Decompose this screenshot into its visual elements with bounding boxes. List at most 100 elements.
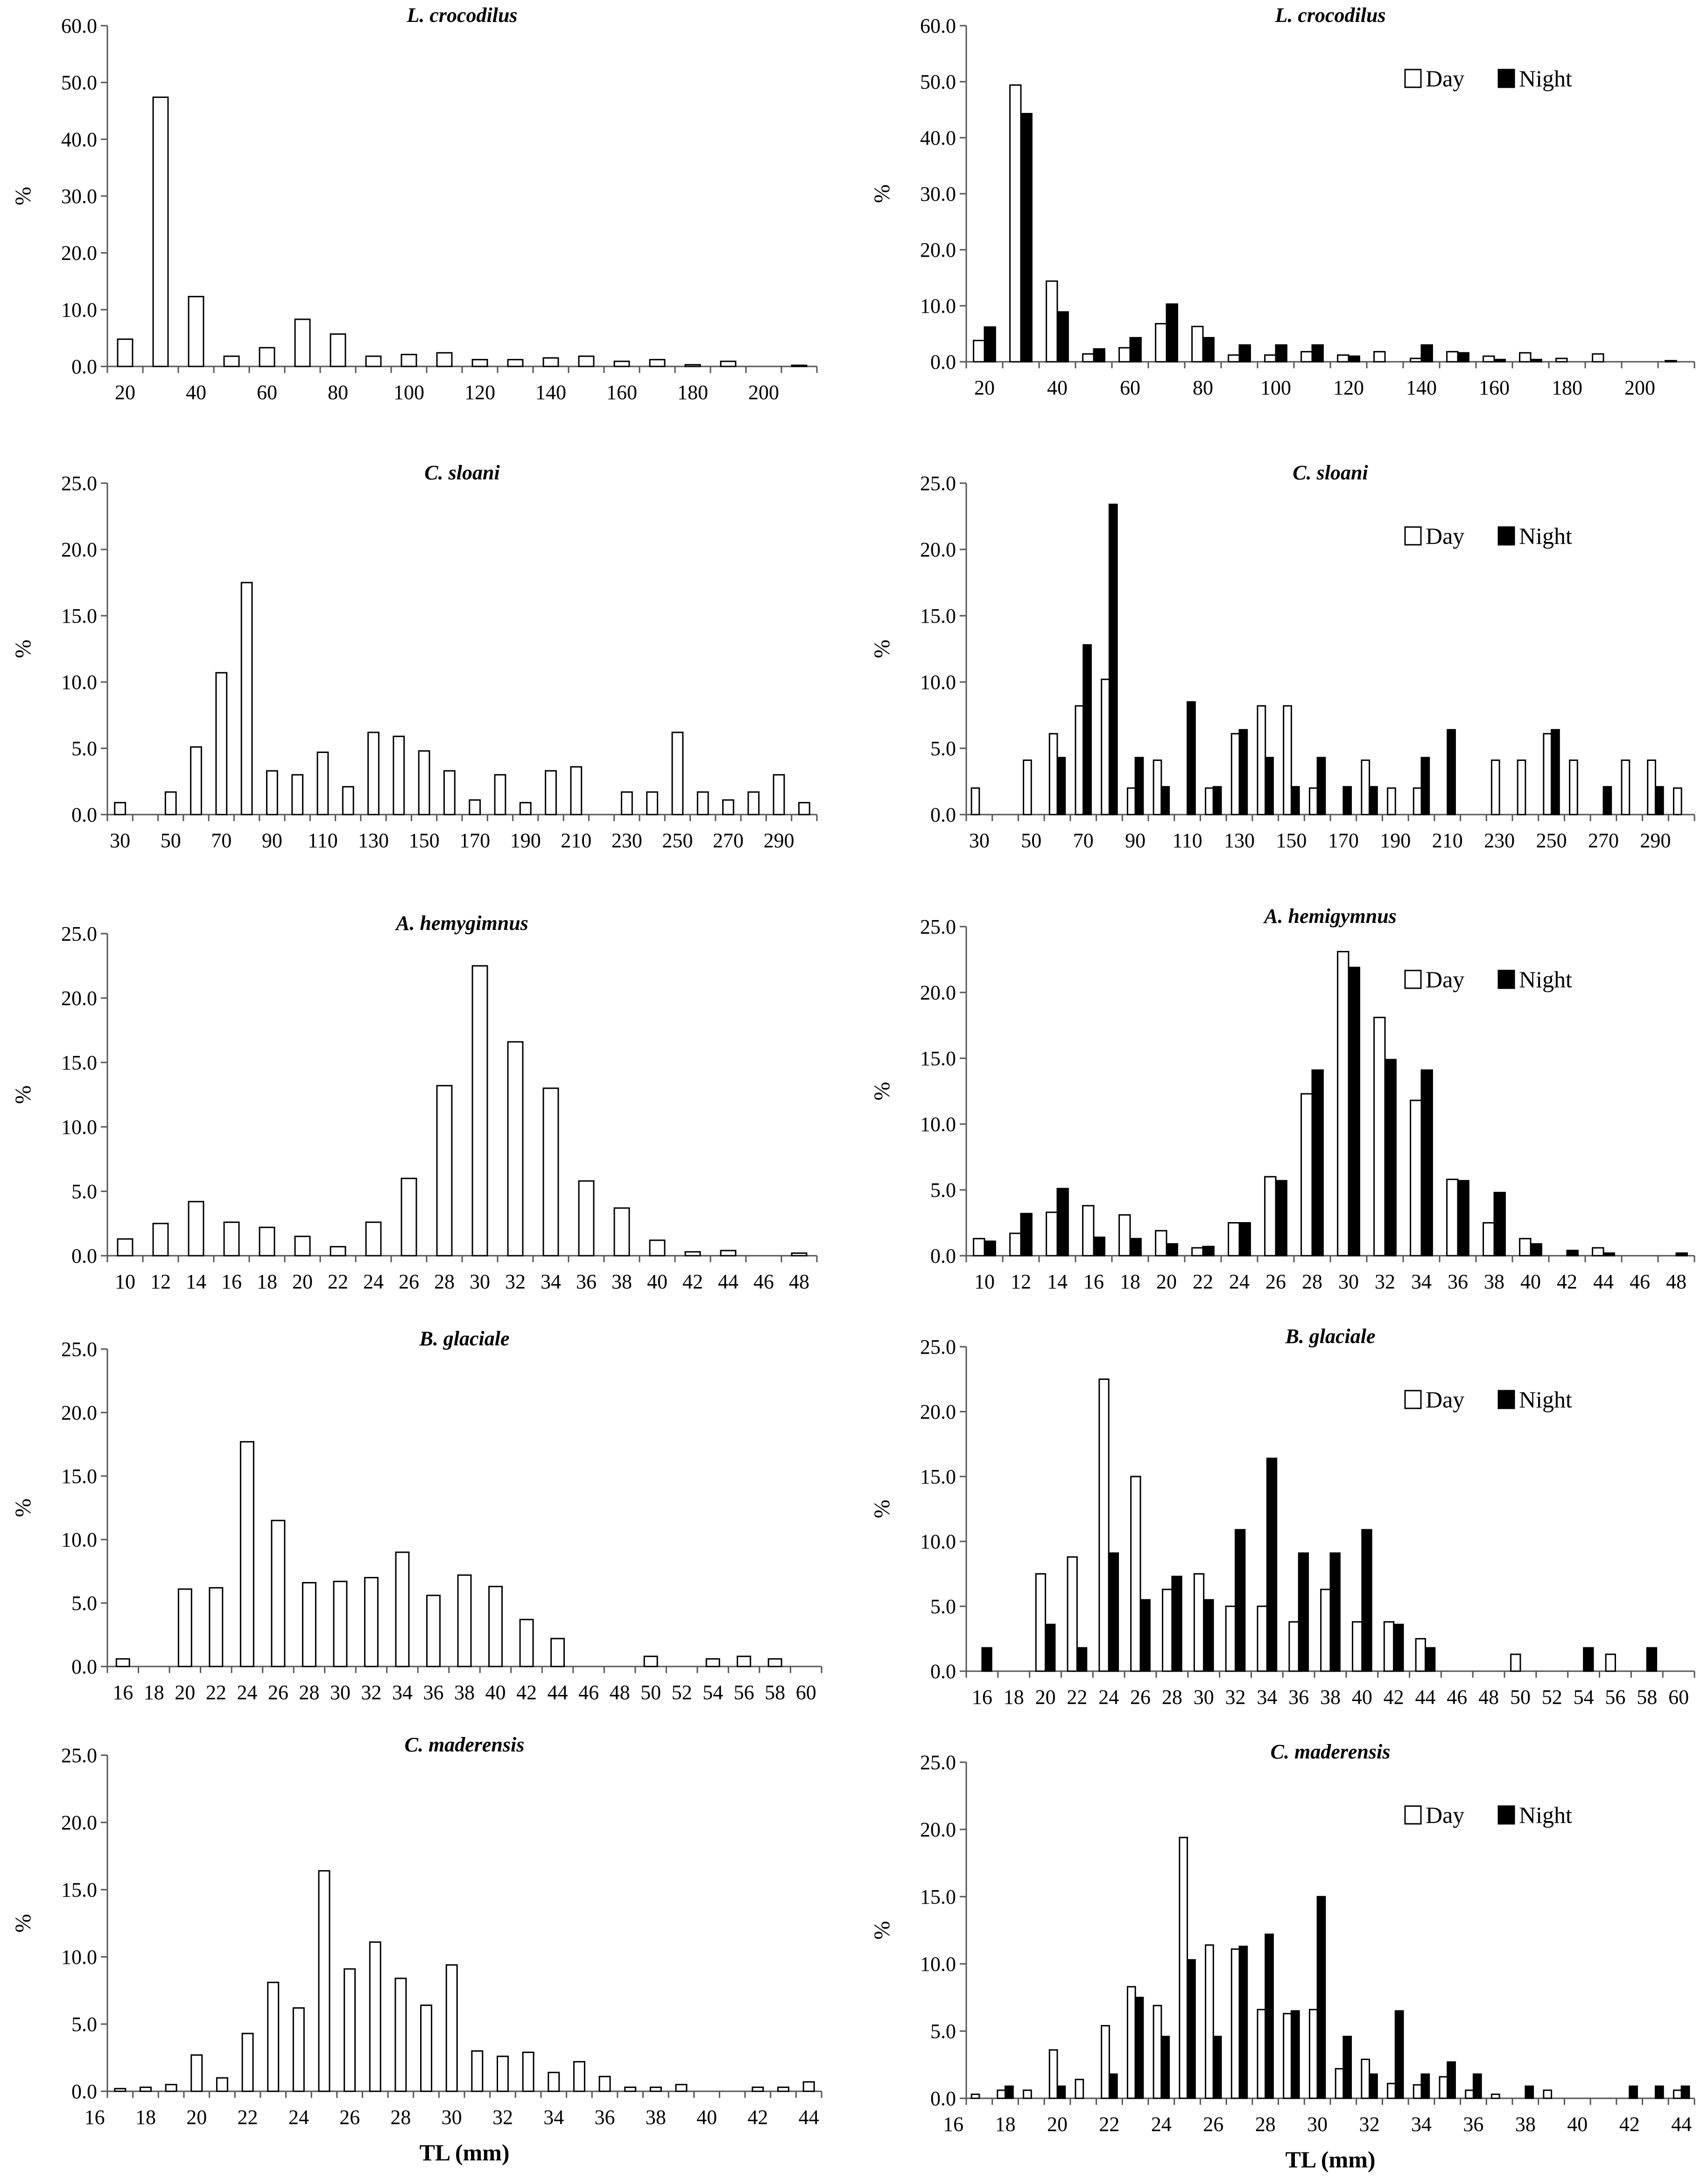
bar-day bbox=[1193, 1573, 1205, 1672]
y-tick-label: 15.0 bbox=[61, 1465, 97, 1488]
bar-day bbox=[1490, 759, 1500, 816]
x-tick-label: 42 bbox=[682, 1270, 703, 1293]
bar-night bbox=[1298, 1552, 1309, 1672]
bar-all bbox=[643, 1655, 658, 1667]
x-tick-label: 18 bbox=[257, 1270, 277, 1293]
x-tick-label: 80 bbox=[328, 381, 348, 404]
x-tick-label: 56 bbox=[734, 1681, 754, 1704]
bar-day bbox=[1075, 705, 1084, 816]
bar-all bbox=[720, 1250, 737, 1257]
bar-day bbox=[1543, 733, 1553, 816]
x-tick-label: 200 bbox=[748, 381, 779, 404]
chart-title: C. maderensis bbox=[1271, 1740, 1391, 1763]
bar-all bbox=[548, 2072, 560, 2092]
bar-day bbox=[1373, 1017, 1386, 1257]
bar-day bbox=[973, 1238, 985, 1257]
bar-all bbox=[318, 1870, 330, 2092]
bar-all bbox=[519, 1618, 534, 1667]
x-tick-label: 44 bbox=[548, 1681, 568, 1704]
bar-day bbox=[1179, 1836, 1188, 2099]
bar-day bbox=[1673, 787, 1682, 816]
x-tick-label: 38 bbox=[454, 1681, 475, 1704]
bar-night bbox=[1171, 1575, 1182, 1672]
x-tick-label: 48 bbox=[1666, 1270, 1687, 1293]
y-axis-label: % bbox=[11, 187, 35, 205]
x-tick-label: 16 bbox=[221, 1270, 242, 1293]
x-tick-label: 52 bbox=[1542, 1686, 1562, 1709]
y-tick-label: 50.0 bbox=[61, 71, 97, 94]
bar-night bbox=[1082, 644, 1092, 816]
bar-night bbox=[1629, 2085, 1638, 2099]
bar-all bbox=[578, 1180, 595, 1257]
x-tick-label: 24 bbox=[288, 2106, 309, 2129]
bar-all bbox=[267, 1982, 280, 2092]
x-tick-label: 18 bbox=[995, 2113, 1016, 2136]
chart-title: C. sloani bbox=[1293, 461, 1368, 484]
y-tick-label: 25.0 bbox=[920, 472, 956, 495]
bar-night bbox=[1187, 1959, 1196, 2099]
x-tick-label: 20 bbox=[974, 376, 995, 399]
bar-night bbox=[1108, 503, 1118, 816]
bar-day bbox=[973, 339, 985, 363]
x-tick-label: 32 bbox=[492, 2106, 513, 2129]
x-tick-label: 20 bbox=[175, 1681, 195, 1704]
x-tick-label: 200 bbox=[1624, 376, 1655, 399]
chart-panel-left-2: C. sloani 0.0 5.0 10.0 15.0 20.0 25.0% 30 50 70 90… bbox=[11, 461, 818, 852]
chart-panel-right-5: C. maderensis 0.0 5.0 10.0 15.0 20.0 25.0% 16 18… bbox=[870, 1740, 1695, 2173]
bar-night bbox=[1235, 1529, 1246, 1672]
bar-day bbox=[1205, 1944, 1214, 2099]
bar-all bbox=[624, 2086, 637, 2092]
bar-all bbox=[190, 2054, 203, 2092]
x-tick-label: 26 bbox=[268, 1681, 288, 1704]
x-tick-label: 70 bbox=[211, 829, 232, 852]
bar-all bbox=[365, 1221, 382, 1257]
x-tick-label: 26 bbox=[1203, 2113, 1223, 2136]
bar-day bbox=[1387, 787, 1396, 816]
bar-day bbox=[1191, 325, 1204, 363]
x-tick-label: 46 bbox=[753, 1270, 774, 1293]
bar-night bbox=[984, 326, 996, 363]
x-tick-label: 150 bbox=[1276, 829, 1307, 852]
x-tick-label: 18 bbox=[144, 1681, 164, 1704]
bar-day bbox=[1162, 1589, 1173, 1672]
bar-night bbox=[1212, 786, 1222, 816]
bar-day bbox=[1300, 351, 1313, 363]
bar-night bbox=[1076, 1647, 1088, 1672]
x-tick-label: 24 bbox=[363, 1270, 384, 1293]
bar-day bbox=[1118, 1214, 1131, 1257]
bar-night bbox=[1493, 1192, 1506, 1257]
y-tick-label: 15.0 bbox=[920, 1465, 956, 1488]
bar-day bbox=[1647, 759, 1656, 816]
bar-night bbox=[1129, 1238, 1142, 1257]
x-tick-label: 22 bbox=[328, 1270, 348, 1293]
legend-label-day: Day bbox=[1426, 1386, 1464, 1413]
bar-day bbox=[1592, 353, 1604, 363]
chart-panel-right-1: L. crocodilus 0.0 10.0 20.0 30.0 40.0 50.0 60.0… bbox=[870, 4, 1695, 399]
bar-all bbox=[302, 1582, 316, 1667]
y-tick-label: 40.0 bbox=[920, 127, 956, 149]
x-tick-label: 230 bbox=[612, 829, 642, 852]
x-tick-label: 140 bbox=[535, 381, 566, 404]
y-tick-label: 0.0 bbox=[71, 1245, 97, 1267]
x-tick-label: 34 bbox=[392, 1681, 413, 1704]
bar-all bbox=[369, 1941, 381, 2092]
bar-all bbox=[494, 774, 506, 816]
bar-night bbox=[1129, 337, 1142, 363]
y-tick-label: 5.0 bbox=[71, 1180, 97, 1203]
bar-all bbox=[802, 2081, 815, 2092]
bar-day bbox=[1413, 2084, 1422, 2099]
bar-all bbox=[271, 1519, 286, 1667]
bar-night bbox=[1530, 1243, 1542, 1257]
x-tick-label: 180 bbox=[1552, 376, 1582, 399]
x-tick-label: 270 bbox=[1588, 829, 1619, 852]
bar-all bbox=[165, 2084, 177, 2092]
bar-night bbox=[1187, 701, 1196, 816]
legend-swatch-night bbox=[1497, 69, 1515, 88]
x-tick-label: 20 bbox=[292, 1270, 313, 1293]
x-tick-label: 32 bbox=[361, 1681, 381, 1704]
bar-all bbox=[164, 791, 177, 816]
bar-day bbox=[1283, 705, 1292, 816]
bar-all bbox=[418, 750, 430, 816]
x-tick-label: 70 bbox=[1073, 829, 1094, 852]
bar-all bbox=[471, 2050, 484, 2092]
